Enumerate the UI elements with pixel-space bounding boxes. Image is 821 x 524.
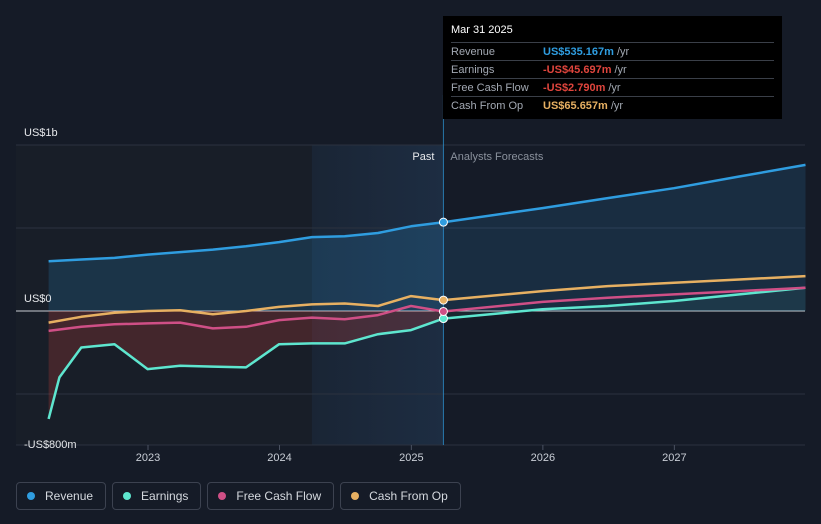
past-label: Past bbox=[412, 151, 434, 163]
earnings-area-past bbox=[48, 311, 444, 419]
tooltip-unit: /yr bbox=[616, 45, 630, 58]
legend-item-revenue[interactable]: Revenue bbox=[16, 482, 107, 510]
forecast-label: Analysts Forecasts bbox=[450, 151, 543, 163]
legend-label: Cash From Op bbox=[369, 489, 448, 503]
tooltip-label: Earnings bbox=[451, 63, 495, 76]
tooltip-row-free-cash-flow: Free Cash Flow -US$2.790m /yr bbox=[451, 78, 774, 96]
recent-year-highlight bbox=[311, 145, 444, 445]
legend-dot-icon bbox=[351, 492, 360, 500]
tooltip-label: Cash From Op bbox=[451, 99, 524, 112]
chart-areas bbox=[48, 164, 806, 419]
tooltip-value: US$65.657m bbox=[543, 99, 608, 112]
revenue-area-forecast bbox=[443, 164, 806, 311]
legend-label: Free Cash Flow bbox=[236, 489, 322, 503]
legend-item-free-cash-flow[interactable]: Free Cash Flow bbox=[207, 482, 335, 510]
tooltip-row-cash-from-op: Cash From Op US$65.657m /yr bbox=[451, 96, 774, 114]
tooltip-row-earnings: Earnings -US$45.697m /yr bbox=[451, 60, 774, 78]
cash-from-op-line bbox=[48, 274, 806, 324]
x-tick-label: 2026 bbox=[531, 452, 555, 464]
revenue-area-past bbox=[48, 222, 444, 311]
legend-dot-icon bbox=[123, 492, 132, 500]
tooltip-unit: /yr bbox=[608, 81, 621, 94]
legend-dot-icon bbox=[218, 492, 227, 500]
data-tooltip: Mar 31 2025 Revenue US$535.167m /yr Earn… bbox=[443, 16, 782, 119]
legend-item-earnings[interactable]: Earnings bbox=[112, 482, 202, 510]
tooltip-label: Free Cash Flow bbox=[451, 81, 529, 94]
chart-background bbox=[16, 145, 444, 445]
tooltip-value: -US$45.697m bbox=[543, 63, 612, 76]
chart-labels: US$1b US$0 -US$800m 2023 2024 2025 2026 2027 Pas… bbox=[24, 127, 687, 464]
x-tick-label: 2023 bbox=[136, 452, 160, 464]
legend-label: Revenue bbox=[45, 489, 94, 503]
x-tick-label: 2024 bbox=[267, 452, 291, 464]
tooltip-label: Revenue bbox=[451, 45, 496, 58]
x-tick-label: 2027 bbox=[662, 452, 686, 464]
y-axis-label: -US$800m bbox=[24, 439, 77, 451]
revenue-marker bbox=[438, 217, 448, 227]
cash-from-op-marker bbox=[438, 295, 448, 305]
legend-dot-icon bbox=[27, 492, 35, 500]
free-cash-flow-marker bbox=[438, 306, 448, 316]
chart-lines bbox=[47, 163, 806, 420]
chart-legend: Revenue Earnings Free Cash Flow Cash Fro… bbox=[16, 482, 461, 510]
tooltip-unit: /yr bbox=[614, 63, 627, 76]
x-tick-label: 2025 bbox=[399, 452, 423, 464]
y-axis-label: US$0 bbox=[24, 293, 52, 305]
tooltip-row-revenue: Revenue US$535.167m /yr bbox=[451, 42, 774, 60]
tooltip-value: US$535.167m bbox=[543, 45, 614, 58]
tooltip-value: -US$2.790m bbox=[543, 81, 606, 94]
earnings-line bbox=[47, 286, 806, 420]
revenue-line bbox=[48, 163, 806, 263]
chart-markers bbox=[438, 217, 448, 324]
free-cash-flow-line bbox=[48, 286, 806, 333]
tooltip-date: Mar 31 2025 bbox=[451, 24, 513, 36]
tooltip-unit: /yr bbox=[610, 99, 624, 112]
legend-label: Earnings bbox=[141, 489, 189, 503]
y-axis-label: US$1b bbox=[24, 127, 58, 139]
legend-item-cash-from-op[interactable]: Cash From Op bbox=[340, 482, 461, 510]
